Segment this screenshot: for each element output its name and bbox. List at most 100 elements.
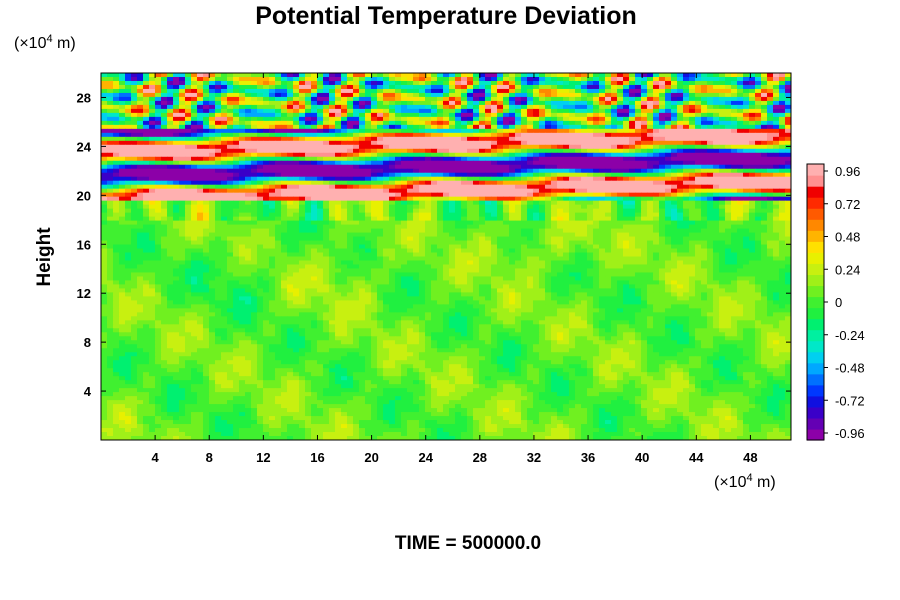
field-cell (581, 136, 588, 142)
field-cell (359, 228, 366, 234)
field-cell (779, 232, 786, 238)
field-cell (389, 112, 396, 118)
field-cell (143, 128, 150, 134)
field-cell (647, 236, 654, 242)
field-cell (569, 168, 576, 174)
field-cell (605, 212, 612, 218)
field-cell (119, 196, 126, 202)
field-cell (743, 176, 750, 182)
field-cell (635, 164, 642, 170)
field-cell (575, 80, 582, 86)
field-cell (695, 192, 702, 198)
field-cell (773, 76, 780, 82)
field-cell (257, 204, 264, 210)
field-cell (629, 236, 636, 242)
field-cell (305, 76, 312, 82)
field-cell (671, 116, 678, 122)
field-cell (317, 216, 324, 222)
field-cell (647, 176, 654, 182)
field-cell (113, 92, 120, 98)
field-cell (227, 208, 234, 214)
field-cell (389, 196, 396, 202)
field-cell (197, 220, 204, 226)
field-cell (521, 188, 528, 194)
field-cell (137, 240, 144, 246)
field-cell (743, 192, 750, 198)
field-cell (173, 180, 180, 186)
field-cell (773, 192, 780, 198)
field-cell (401, 200, 408, 206)
field-cell (605, 192, 612, 198)
field-cell (419, 220, 426, 226)
field-cell (413, 176, 420, 182)
field-cell (389, 208, 396, 214)
field-cell (713, 84, 720, 90)
field-cell (149, 212, 156, 218)
field-cell (227, 164, 234, 170)
field-cell (755, 140, 762, 146)
field-cell (227, 140, 234, 146)
field-cell (527, 216, 534, 222)
field-cell (677, 180, 684, 186)
field-cell (629, 108, 636, 114)
field-cell (401, 236, 408, 242)
field-cell (659, 168, 666, 174)
field-cell (329, 108, 336, 114)
field-cell (185, 240, 192, 246)
field-cell (707, 164, 714, 170)
field-cell (305, 120, 312, 126)
field-cell (779, 73, 786, 78)
field-cell (125, 156, 132, 162)
field-cell (137, 232, 144, 238)
field-cell (659, 188, 666, 194)
field-cell (407, 176, 414, 182)
field-cell (761, 136, 768, 142)
field-cell (251, 192, 258, 198)
field-cell (251, 188, 258, 194)
field-cell (677, 73, 684, 78)
field-cell (767, 120, 774, 126)
field-cell (533, 200, 540, 206)
field-cell (329, 212, 336, 218)
field-cell (419, 124, 426, 130)
field-cell (731, 184, 738, 190)
field-cell (779, 108, 786, 114)
field-cell (623, 232, 630, 238)
field-cell (707, 136, 714, 142)
field-cell (629, 204, 636, 210)
field-cell (557, 184, 564, 190)
field-cell (491, 240, 498, 246)
field-cell (101, 164, 108, 170)
field-cell (395, 176, 402, 182)
field-cell (671, 196, 678, 202)
field-cell (131, 156, 138, 162)
field-cell (443, 100, 450, 106)
field-cell (461, 124, 468, 130)
field-cell (269, 88, 276, 94)
field-cell (509, 116, 516, 122)
field-cell (263, 188, 270, 194)
field-cell (707, 160, 714, 166)
field-cell (623, 73, 630, 78)
field-cell (449, 152, 456, 158)
field-cell (785, 232, 791, 238)
field-cell (377, 184, 384, 190)
field-cell (209, 120, 216, 126)
field-cell (749, 132, 756, 138)
field-cell (551, 164, 558, 170)
field-cell (485, 132, 492, 138)
field-cell (755, 92, 762, 98)
field-cell (731, 224, 738, 230)
field-cell (707, 200, 714, 206)
field-cell (515, 212, 522, 218)
field-cell (191, 188, 198, 194)
field-cell (197, 192, 204, 198)
field-cell (419, 136, 426, 142)
field-cell (365, 108, 372, 114)
field-cell (377, 100, 384, 106)
field-cell (437, 216, 444, 222)
field-cell (389, 192, 396, 198)
field-cell (359, 176, 366, 182)
field-cell (383, 132, 390, 138)
field-cell (125, 212, 132, 218)
